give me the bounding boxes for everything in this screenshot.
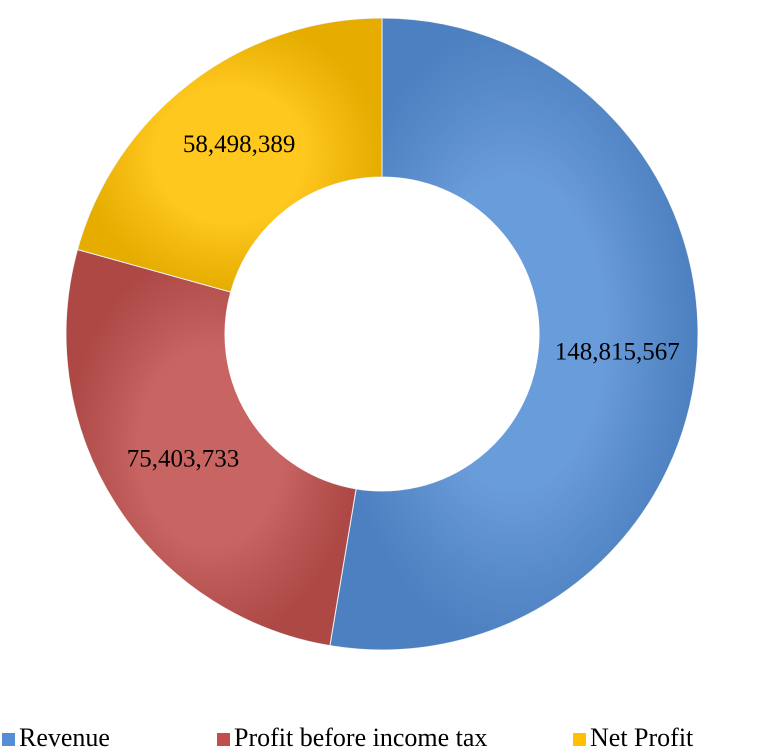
legend-swatch [217,733,230,746]
legend-swatch [2,733,15,746]
donut-slice [329,17,699,651]
legend-label: Net Profit [590,723,694,752]
legend-label: Revenue [19,723,110,752]
legend-label: Profit before income tax [234,723,487,752]
data-label: 75,403,733 [127,446,240,473]
data-label: 148,815,567 [555,338,680,365]
data-label: 58,498,389 [183,131,296,158]
legend-swatch [573,733,586,746]
